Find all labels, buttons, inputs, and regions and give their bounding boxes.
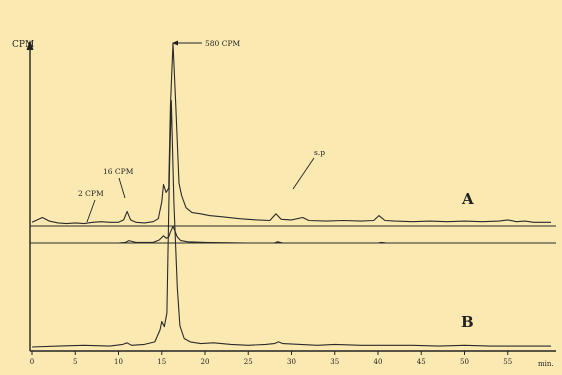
x-tick-label: 10 bbox=[114, 358, 123, 366]
x-tick-label: 0 bbox=[30, 358, 34, 366]
y-axis-arrowhead bbox=[26, 40, 34, 50]
trace-b bbox=[31, 99, 551, 348]
annotation-16cpm-label: 16 CPM bbox=[103, 167, 134, 176]
y-axis-label: CPM bbox=[12, 40, 34, 50]
x-tick-label: 20 bbox=[201, 358, 210, 366]
x-axis-unit-label: min. bbox=[538, 360, 554, 368]
annotation-sp: s.p bbox=[292, 148, 325, 190]
x-tick-label: 25 bbox=[244, 358, 253, 366]
series-label-b: B bbox=[461, 313, 474, 331]
x-tick-label: 35 bbox=[330, 358, 339, 366]
x-tick-label: 40 bbox=[374, 358, 383, 366]
middle-trace bbox=[32, 225, 551, 244]
x-tick-label: 55 bbox=[503, 358, 512, 366]
trace-a bbox=[31, 42, 551, 225]
annotation-580cpm-label: 580 CPM bbox=[205, 39, 240, 48]
x-tick-label: 15 bbox=[157, 358, 166, 366]
x-ticks: 0 5 10 15 20 25 30 35 40 45 50 55 bbox=[30, 351, 512, 366]
annotation-580cpm: 580 CPM bbox=[172, 39, 240, 48]
annotation-16cpm: 16 CPM bbox=[103, 167, 134, 199]
x-tick-label: 30 bbox=[287, 358, 296, 366]
x-tick-label: 5 bbox=[73, 358, 77, 366]
annotation-2cpm-label: 2 CPM bbox=[78, 189, 104, 198]
annotation-sp-label: s.p bbox=[314, 148, 325, 157]
x-tick-label: 50 bbox=[460, 358, 469, 366]
series-label-a: A bbox=[461, 190, 474, 208]
x-tick-label: 45 bbox=[417, 358, 426, 366]
annotation-2cpm: 2 CPM bbox=[78, 189, 104, 223]
